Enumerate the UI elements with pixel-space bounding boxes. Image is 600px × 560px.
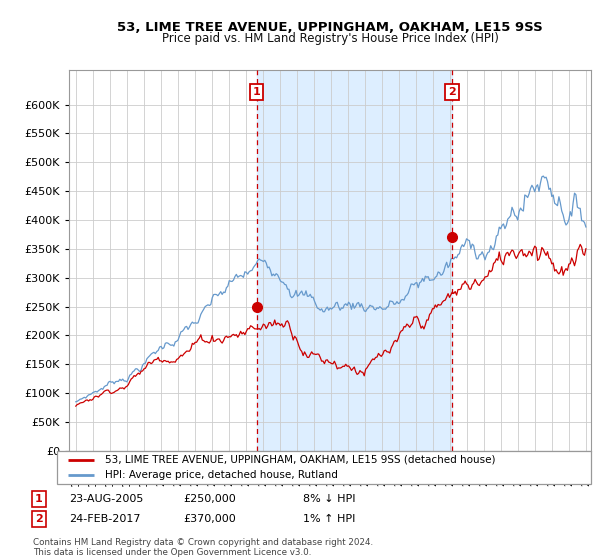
Text: 23-AUG-2005: 23-AUG-2005 bbox=[69, 494, 143, 504]
Text: 1% ↑ HPI: 1% ↑ HPI bbox=[303, 514, 355, 524]
Text: £370,000: £370,000 bbox=[183, 514, 236, 524]
Text: 8% ↓ HPI: 8% ↓ HPI bbox=[303, 494, 355, 504]
Text: 2: 2 bbox=[448, 87, 456, 97]
Text: £250,000: £250,000 bbox=[183, 494, 236, 504]
Text: 53, LIME TREE AVENUE, UPPINGHAM, OAKHAM, LE15 9SS: 53, LIME TREE AVENUE, UPPINGHAM, OAKHAM,… bbox=[117, 21, 543, 34]
Text: 1: 1 bbox=[253, 87, 260, 97]
Text: Price paid vs. HM Land Registry's House Price Index (HPI): Price paid vs. HM Land Registry's House … bbox=[161, 32, 499, 45]
Text: 2: 2 bbox=[35, 514, 43, 524]
Text: HPI: Average price, detached house, Rutland: HPI: Average price, detached house, Rutl… bbox=[105, 470, 338, 480]
Text: 24-FEB-2017: 24-FEB-2017 bbox=[69, 514, 140, 524]
Text: 53, LIME TREE AVENUE, UPPINGHAM, OAKHAM, LE15 9SS (detached house): 53, LIME TREE AVENUE, UPPINGHAM, OAKHAM,… bbox=[105, 455, 496, 465]
Text: Contains HM Land Registry data © Crown copyright and database right 2024.
This d: Contains HM Land Registry data © Crown c… bbox=[33, 538, 373, 557]
Bar bbox=[257, 70, 452, 451]
Text: 1: 1 bbox=[35, 494, 43, 504]
